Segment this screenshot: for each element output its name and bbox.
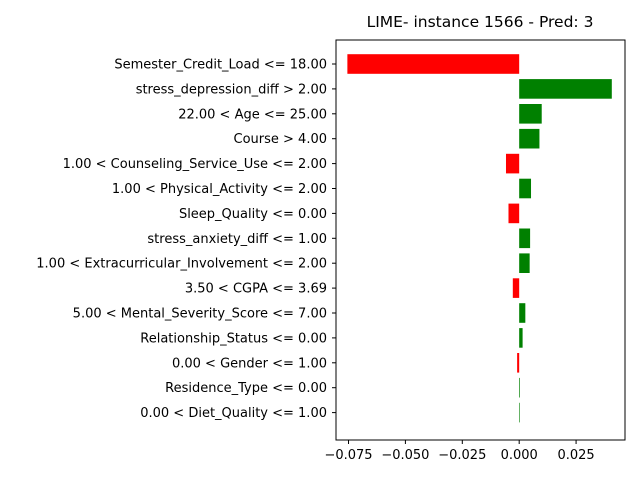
- x-tick-label-1: −0.050: [381, 448, 429, 463]
- y-tick-label-0: Semester_Credit_Load <= 18.00: [114, 58, 327, 73]
- y-tick-label-4: 1.00 < Counseling_Service_Use <= 2.00: [63, 157, 327, 172]
- bar-7: [519, 228, 531, 249]
- x-ticks-group: −0.075 −0.050 −0.025 0.000 0.025: [324, 440, 595, 463]
- y-tick-label-13: Residence_Type <= 0.00: [165, 381, 327, 396]
- bar-14: [519, 402, 520, 423]
- bar-1: [519, 79, 612, 99]
- bar-5: [519, 178, 532, 199]
- y-tick-label-11: Relationship_Status <= 0.00: [140, 331, 327, 346]
- y-tick-label-1: stress_depression_diff > 2.00: [136, 82, 327, 97]
- y-tick-label-12: 0.00 < Gender <= 1.00: [172, 356, 327, 371]
- bar-9: [512, 278, 520, 298]
- bar-4: [505, 153, 520, 174]
- bar-2: [519, 104, 542, 124]
- y-tick-label-3: Course > 4.00: [234, 132, 328, 147]
- bar-12: [517, 353, 520, 373]
- x-tick-label-3: 0.000: [501, 448, 538, 463]
- y-tick-label-7: stress_anxiety_diff <= 1.00: [147, 232, 327, 247]
- bar-0: [347, 54, 520, 74]
- y-tick-label-6: Sleep_Quality <= 0.00: [179, 207, 327, 222]
- bar-13: [519, 377, 520, 398]
- bar-10: [519, 303, 526, 323]
- plot-frame: [335, 39, 626, 441]
- y-tick-label-8: 1.00 < Extracurricular_Involvement <= 2.…: [36, 257, 327, 272]
- bars-group: [347, 54, 612, 423]
- y-tick-label-2: 22.00 < Age <= 25.00: [178, 107, 327, 122]
- y-tick-label-14: 0.00 < Diet_Quality <= 1.00: [140, 406, 327, 421]
- y-tick-label-10: 5.00 < Mental_Severity_Score <= 7.00: [73, 307, 327, 322]
- x-tick-label-2: −0.025: [438, 448, 486, 463]
- bar-8: [519, 253, 530, 273]
- y-ticks-group: Semester_Credit_Load <= 18.00 stress_depr…: [36, 58, 336, 421]
- chart-title: LIME- instance 1566 - Pred: 3: [367, 13, 594, 31]
- y-tick-label-5: 1.00 < Physical_Activity <= 2.00: [112, 182, 327, 197]
- x-tick-label-0: −0.075: [324, 448, 372, 463]
- x-tick-label-4: 0.025: [557, 448, 594, 463]
- bar-6: [508, 203, 520, 224]
- bar-3: [519, 128, 540, 149]
- y-tick-label-9: 3.50 < CGPA <= 3.69: [185, 282, 327, 297]
- bar-11: [519, 328, 523, 348]
